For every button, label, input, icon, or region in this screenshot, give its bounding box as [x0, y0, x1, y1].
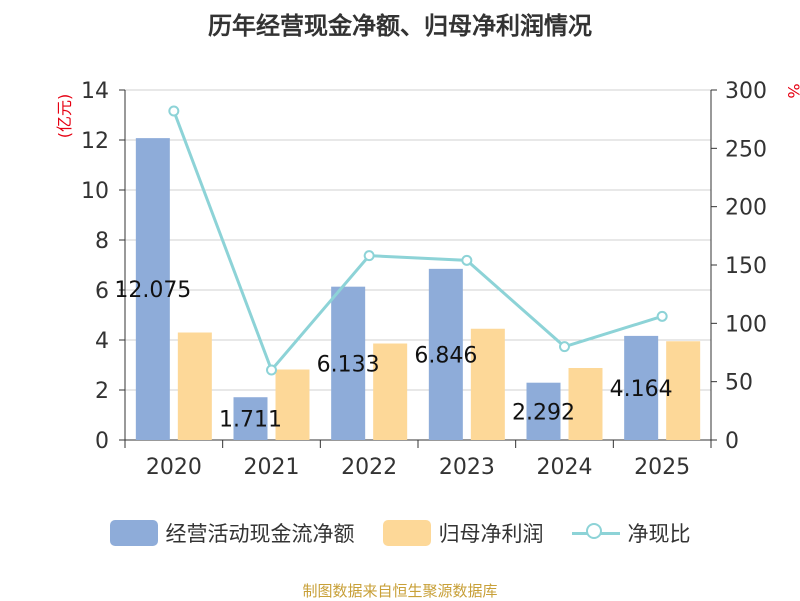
bar-netprofit: [275, 369, 310, 440]
x-tick-label: 2020: [146, 455, 202, 480]
point-ratio: [656, 310, 668, 322]
bar-cashflow: [331, 286, 366, 440]
x-tick-label: 2023: [439, 455, 495, 480]
data-label-cashflow: 6.846: [414, 343, 477, 368]
y-tick-label-left: 2: [95, 379, 109, 404]
bar-cashflow: [135, 138, 170, 440]
bar-netprofit: [177, 332, 212, 440]
y-tick-label-left: 0: [95, 429, 109, 454]
point-ratio: [461, 254, 473, 266]
y-tick-label-right: 300: [725, 79, 767, 104]
x-tick-label: 2022: [341, 455, 397, 480]
data-label-cashflow: 2.292: [512, 400, 575, 425]
legend-item-ratio[interactable]: 净现比: [571, 518, 691, 548]
y-tick-label-right: 150: [725, 254, 767, 279]
legend-label-cashflow: 经营活动现金流净额: [165, 522, 355, 546]
y-tick-label-right: 100: [725, 312, 767, 337]
point-ratio: [363, 250, 375, 262]
x-tick-label: 2025: [634, 455, 690, 480]
y-tick-label-right: 200: [725, 196, 767, 221]
bar-netprofit: [666, 341, 701, 440]
legend-item-cashflow[interactable]: 经营活动现金流净额: [109, 518, 355, 548]
y-tick-label-left: 6: [95, 279, 109, 304]
bar-netprofit: [373, 343, 408, 440]
y-axis-label-right: %: [784, 83, 800, 98]
legend-item-netprofit[interactable]: 归母净利润: [382, 518, 544, 548]
legend-label-ratio: 净现比: [627, 522, 691, 546]
y-tick-label-right: 50: [725, 371, 753, 396]
point-ratio: [168, 105, 180, 117]
bar-cashflow: [428, 268, 463, 440]
legend: 经营活动现金流净额 归母净利润 净现比: [0, 518, 800, 548]
legend-swatch-ratio: [571, 520, 620, 546]
x-tick-label: 2021: [244, 455, 300, 480]
chart-title: 历年经营现金净额、归母净利润情况: [208, 12, 592, 40]
bar-cashflow: [526, 382, 561, 440]
legend-swatch-netprofit: [382, 520, 431, 546]
y-tick-label-left: 8: [95, 229, 109, 254]
y-tick-label-left: 14: [81, 79, 109, 104]
data-label-cashflow: 4.164: [610, 377, 673, 402]
point-ratio: [266, 364, 277, 376]
data-label-cashflow: 12.075: [114, 278, 191, 303]
bar-cashflow: [233, 397, 268, 440]
line-ratio: [172, 110, 663, 373]
bar-netprofit: [568, 368, 603, 440]
y-axis-label-left: (亿元): [55, 94, 74, 139]
bar-netprofit: [470, 328, 505, 440]
legend-label-netprofit: 归母净利润: [438, 522, 544, 546]
x-tick-label: 2024: [537, 455, 593, 480]
y-tick-label-left: 10: [81, 179, 109, 204]
y-tick-label-right: 0: [725, 429, 739, 454]
legend-swatch-cashflow: [109, 520, 158, 546]
bar-cashflow: [624, 335, 659, 440]
data-label-cashflow: 6.133: [317, 352, 380, 377]
y-tick-label-left: 4: [95, 329, 109, 354]
source-note: 制图数据来自恒生聚源数据库: [302, 582, 498, 600]
point-ratio: [559, 341, 570, 353]
data-label-cashflow: 1.711: [219, 408, 282, 433]
y-tick-label-right: 250: [725, 137, 767, 162]
y-tick-label-left: 12: [81, 129, 109, 154]
